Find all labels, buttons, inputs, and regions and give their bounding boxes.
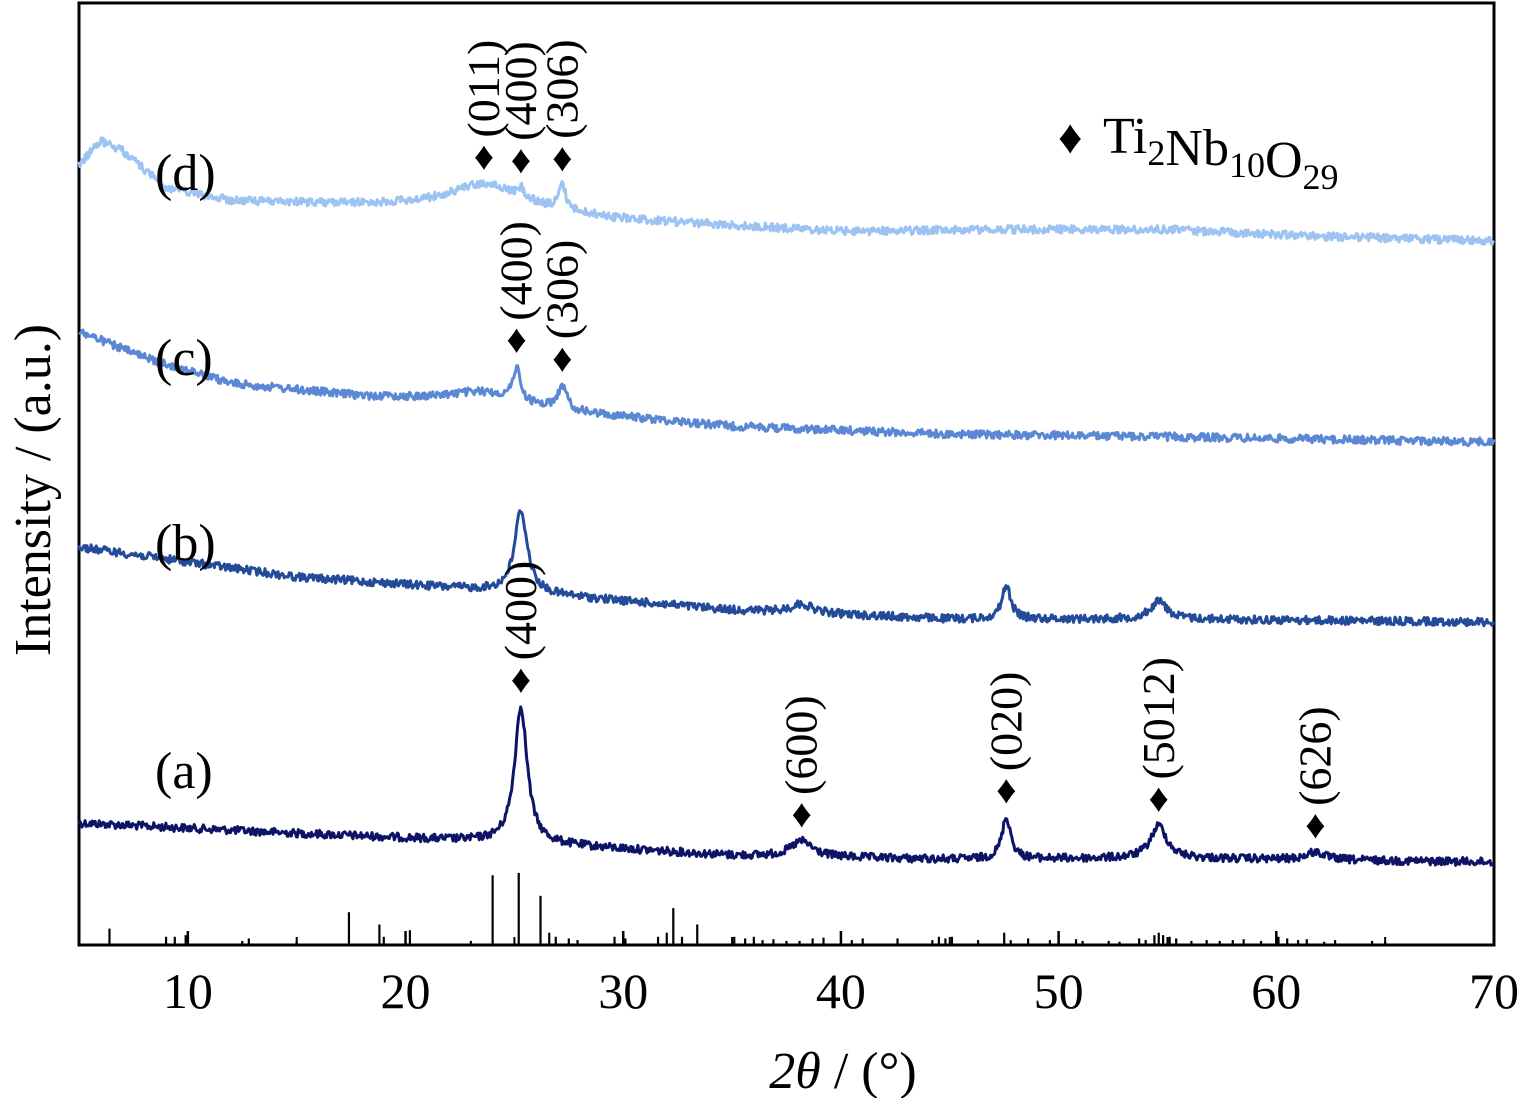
- x-tick-label: 30: [598, 963, 648, 1019]
- peak-label: (5012): [1133, 657, 1184, 780]
- peak-label: (306): [536, 240, 587, 340]
- y-axis-label: Intensity / (a.u.): [5, 324, 62, 656]
- legend-label: Ti2Nb10O29: [1103, 108, 1339, 197]
- peak-marker: ♦: [552, 335, 572, 380]
- series-label: (d): [155, 145, 216, 202]
- peak-marker: ♦: [511, 656, 531, 701]
- series-group: [77, 136, 1496, 867]
- x-axis-label: 2θ / (°): [769, 1043, 916, 1098]
- peak-marker: ♦: [552, 135, 572, 180]
- series-label: (a): [155, 743, 213, 800]
- x-tick-label: 20: [381, 963, 431, 1019]
- peak-marker: ♦: [996, 767, 1016, 812]
- peak-marker: ♦: [474, 134, 494, 179]
- peak-label: (626): [1289, 706, 1340, 806]
- peak-marker: ♦: [792, 791, 812, 836]
- peak-marker: ♦: [511, 137, 531, 182]
- x-tick-label: 60: [1251, 963, 1301, 1019]
- x-tick-label: 40: [816, 963, 866, 1019]
- x-tick-label: 10: [163, 963, 213, 1019]
- peak-annotations: (a)♦(400)♦(600) ♦(020)♦(5012)♦(626)(b)(c)…: [155, 39, 1340, 847]
- peak-label: (600): [776, 695, 827, 795]
- reference-pattern: [108, 872, 1387, 945]
- peak-marker: ♦: [506, 317, 526, 362]
- peak-label: (400): [495, 41, 546, 141]
- series-label: (b): [155, 515, 216, 572]
- series-line: [78, 328, 1496, 448]
- legend: ♦ Ti2Nb10O29: [1058, 108, 1339, 197]
- x-ticks: 10 20 30 40 50 60 70: [78, 931, 1519, 1019]
- x-tick-label: 70: [1469, 963, 1519, 1019]
- peak-marker: ♦: [1305, 802, 1325, 847]
- peak-marker: ♦: [1149, 776, 1169, 821]
- series-line: [77, 509, 1495, 628]
- x-tick-label: 50: [1034, 963, 1084, 1019]
- peak-label: (400): [491, 221, 542, 321]
- series-line: [77, 136, 1495, 247]
- peak-label: (011): [458, 40, 509, 138]
- series-label: (c): [155, 330, 213, 387]
- series-line: [77, 705, 1495, 867]
- peak-label: (400): [495, 561, 546, 661]
- peak-label: (306): [536, 39, 587, 139]
- legend-marker: ♦: [1058, 111, 1083, 164]
- peak-label: (020): [980, 672, 1031, 772]
